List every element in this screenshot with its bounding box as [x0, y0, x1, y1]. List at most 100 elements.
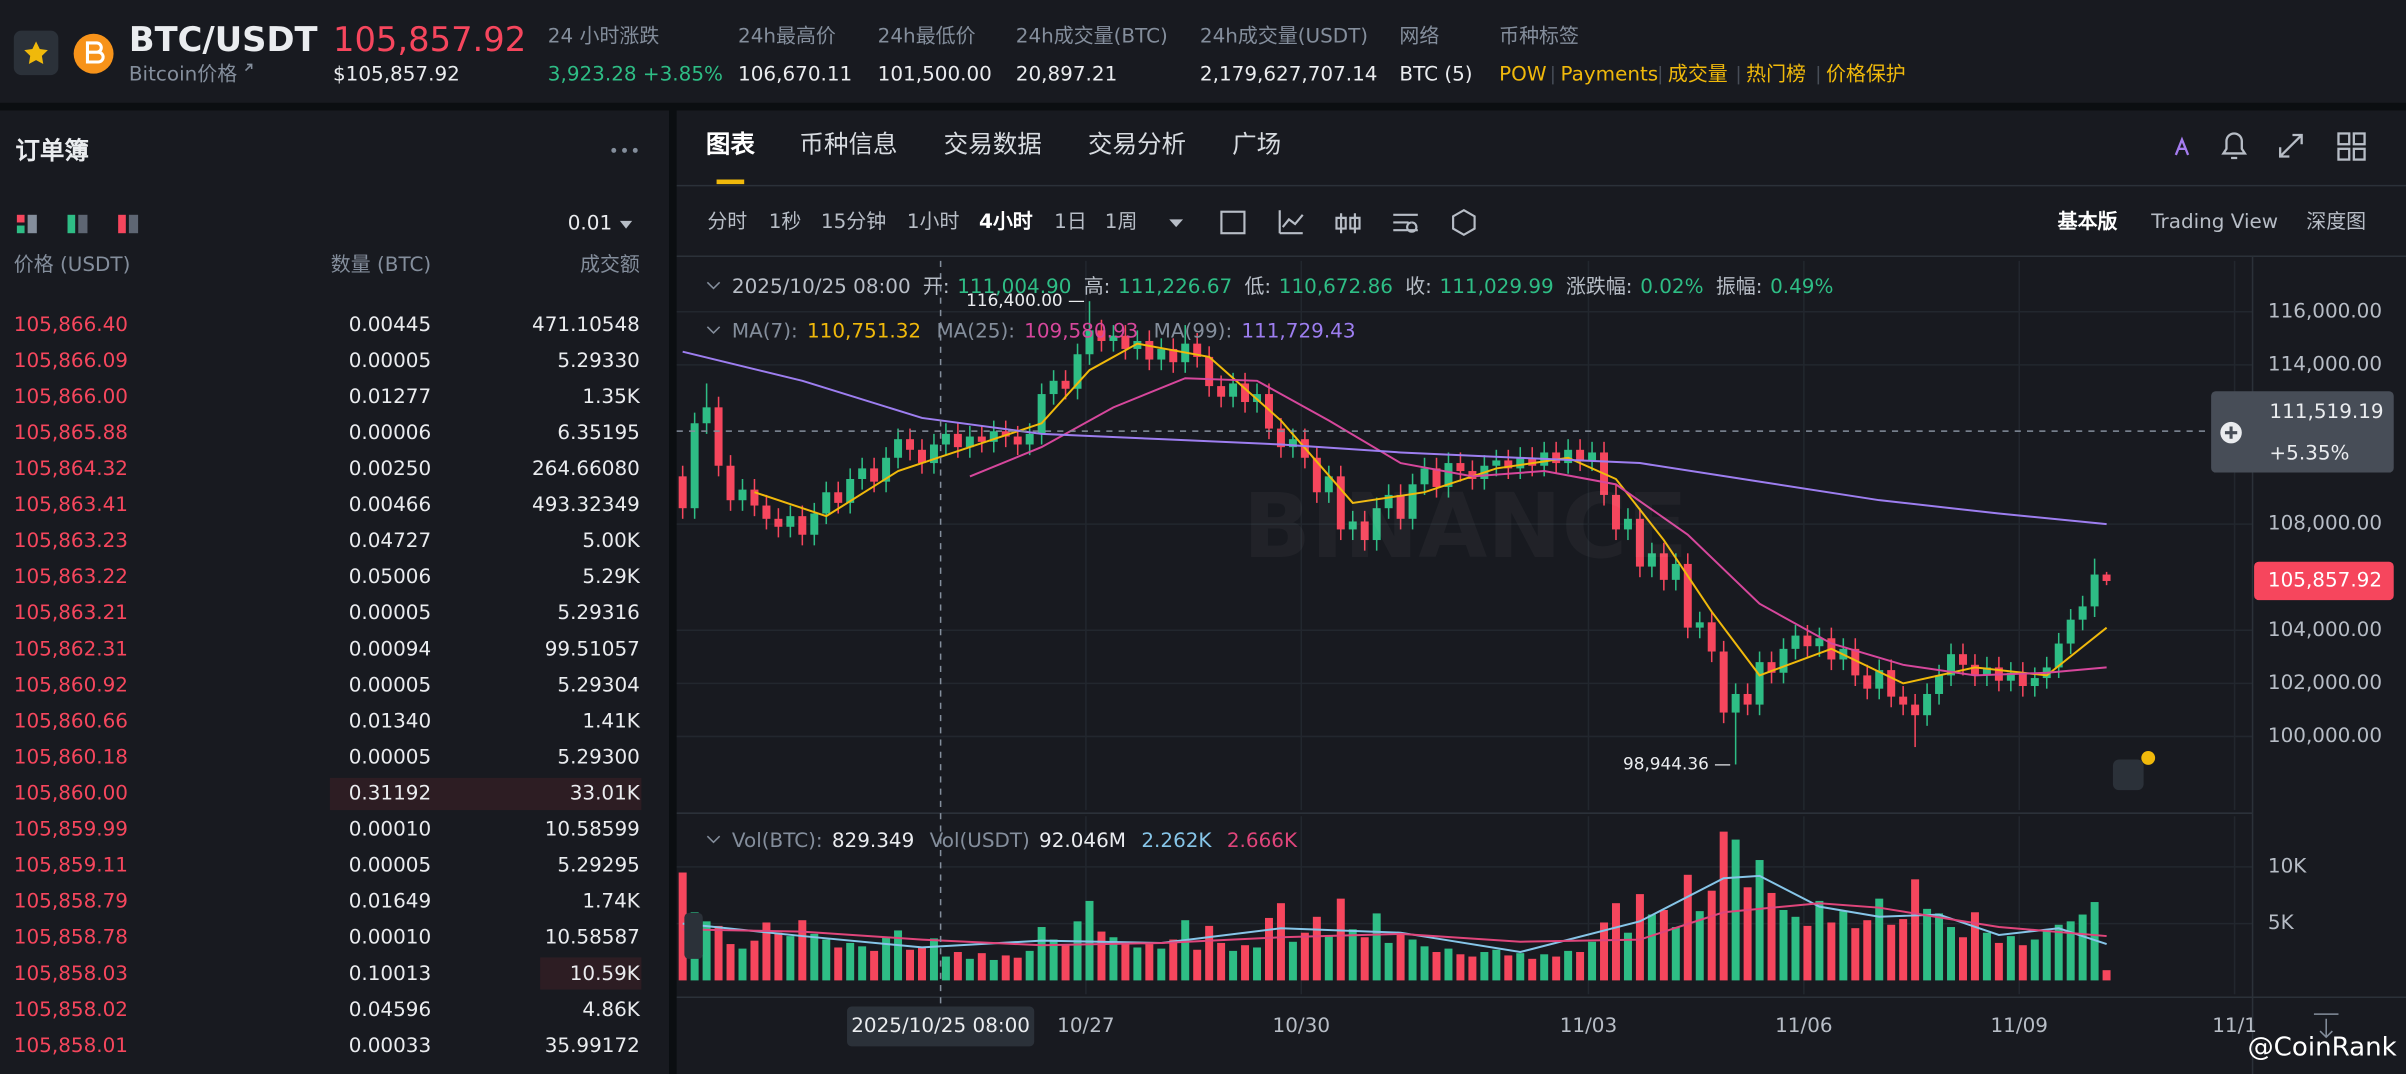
pane-handle[interactable] — [684, 912, 703, 959]
extreme-annotation: 116,400.00 — — [966, 290, 1085, 310]
bell-icon[interactable] — [2221, 132, 2248, 160]
volume-bar — [1839, 911, 1848, 981]
more-dot[interactable] — [632, 147, 638, 153]
ask-price[interactable]: 105,859.99 — [14, 817, 128, 841]
volume-bar — [1133, 947, 1142, 981]
ask-price[interactable]: 105,866.09 — [14, 348, 128, 372]
depth-highlight — [329, 777, 642, 811]
view-option[interactable]: 基本版 — [2057, 209, 2118, 233]
ask-price[interactable]: 105,859.11 — [14, 853, 128, 877]
candle-body — [678, 476, 687, 509]
ask-price[interactable]: 105,858.78 — [14, 925, 128, 949]
interval[interactable]: 1周 — [1105, 209, 1138, 233]
ask-price[interactable]: 105,866.00 — [14, 384, 128, 408]
volume-legend: Vol(BTC): 829.349 Vol(USDT) 92.046M 2.262K 2.… — [732, 827, 1298, 851]
ma-line — [969, 377, 2107, 677]
coin-tag[interactable]: 热门榜 — [1746, 62, 1806, 86]
coin-tag[interactable]: POW — [1499, 62, 1547, 86]
last-price-tag — [2254, 561, 2394, 601]
candle-body — [1312, 457, 1321, 493]
interval[interactable]: 4小时 — [979, 209, 1033, 233]
candle-body — [1935, 675, 1944, 694]
dropdown-caret[interactable] — [619, 220, 633, 229]
candle-body — [822, 492, 831, 514]
volume-bar — [1851, 928, 1860, 981]
collapse-caret[interactable] — [706, 326, 721, 335]
ask-price[interactable]: 105,858.03 — [14, 961, 128, 985]
candle-body — [1217, 386, 1226, 397]
view-option[interactable]: 深度图 — [2306, 209, 2366, 233]
interval[interactable]: 分时 — [707, 209, 747, 233]
ask-price[interactable]: 105,860.92 — [14, 672, 128, 696]
chart-panel — [676, 110, 2406, 1074]
grid-icon[interactable] — [2337, 147, 2351, 161]
view-option[interactable]: Trading View — [2150, 209, 2278, 233]
ask-price[interactable]: 105,863.21 — [14, 600, 128, 624]
plus-glyph — [2224, 426, 2238, 439]
candle-body — [1133, 340, 1142, 349]
tool-icon[interactable] — [1452, 208, 1476, 236]
coin-tag[interactable]: 价格保护 — [1826, 62, 1906, 86]
interval-caret[interactable] — [1169, 219, 1184, 228]
tab[interactable]: 图表 — [706, 130, 756, 159]
coin-tag[interactable]: Payments — [1561, 62, 1659, 86]
tab[interactable]: 交易分析 — [1088, 130, 1186, 159]
layout-icons[interactable] — [16, 214, 139, 234]
x-tick-label: 11/09 — [1990, 1013, 2047, 1037]
tool-icon[interactable] — [1393, 213, 1418, 233]
volume-bar — [1396, 934, 1405, 981]
scale-reset-icon[interactable] — [2313, 1013, 2339, 1039]
volume-bar — [1109, 937, 1118, 981]
expand-icon[interactable] — [2279, 133, 2303, 158]
candle-body — [977, 436, 986, 442]
tool-icon[interactable] — [1335, 213, 1361, 234]
ask-price[interactable]: 105,863.23 — [14, 528, 128, 552]
interval[interactable]: 1日 — [1054, 209, 1087, 233]
panel-icons[interactable] — [2174, 132, 2366, 161]
volume-bar — [1899, 919, 1908, 981]
pair-subtitle[interactable]: Bitcoin价格 — [129, 62, 237, 86]
ask-price[interactable]: 105,864.32 — [14, 456, 128, 480]
ask-price[interactable]: 105,858.02 — [14, 997, 128, 1021]
x-tick-label: 11/06 — [1775, 1013, 1832, 1037]
grid-icon[interactable] — [2352, 147, 2366, 161]
candle-body — [1743, 693, 1752, 705]
volume-bar — [2102, 970, 2111, 981]
volume-bar — [1623, 932, 1632, 981]
tool-icon[interactable] — [1278, 210, 1304, 235]
ask-price[interactable]: 105,863.41 — [14, 492, 128, 516]
ask-price[interactable]: 105,858.79 — [14, 889, 128, 913]
tool-icon[interactable] — [1220, 210, 1246, 235]
tab[interactable]: 币种信息 — [799, 130, 897, 159]
more-dot[interactable] — [611, 147, 617, 153]
volume-bar — [1013, 957, 1022, 981]
interval[interactable]: 1秒 — [769, 209, 802, 233]
tab[interactable]: 交易数据 — [944, 130, 1042, 159]
tool-icons[interactable] — [1220, 208, 1476, 236]
interval[interactable]: 15分钟 — [821, 209, 886, 233]
precision-select[interactable]: 0.01 — [568, 211, 612, 235]
collapse-caret[interactable] — [706, 835, 721, 844]
candle-body — [1229, 383, 1238, 397]
collapse-caret[interactable] — [706, 281, 721, 290]
grid-icon[interactable] — [2352, 132, 2366, 146]
more-dot[interactable] — [622, 147, 627, 153]
ai-icon[interactable] — [2174, 136, 2190, 156]
tab[interactable]: 广场 — [1232, 130, 1281, 159]
coin-tag[interactable]: 成交量 — [1668, 62, 1728, 86]
ask-price[interactable]: 105,862.31 — [14, 636, 128, 660]
candle-body — [941, 433, 950, 445]
grid-icon[interactable] — [2337, 132, 2351, 146]
ask-price[interactable]: 105,863.22 — [14, 564, 128, 588]
interval[interactable]: 1小时 — [907, 209, 960, 233]
candle-body — [1982, 667, 1991, 676]
plot — [676, 260, 2253, 995]
ask-price[interactable]: 105,860.00 — [14, 780, 128, 804]
ask-price[interactable]: 105,858.01 — [14, 1033, 128, 1057]
volume-bar — [1264, 917, 1273, 981]
ask-price[interactable]: 105,860.66 — [14, 708, 128, 732]
ask-price[interactable]: 105,865.88 — [14, 420, 128, 444]
ask-price[interactable]: 105,860.18 — [14, 744, 128, 768]
news-button[interactable] — [2112, 759, 2144, 791]
ask-price[interactable]: 105,866.40 — [14, 312, 128, 336]
